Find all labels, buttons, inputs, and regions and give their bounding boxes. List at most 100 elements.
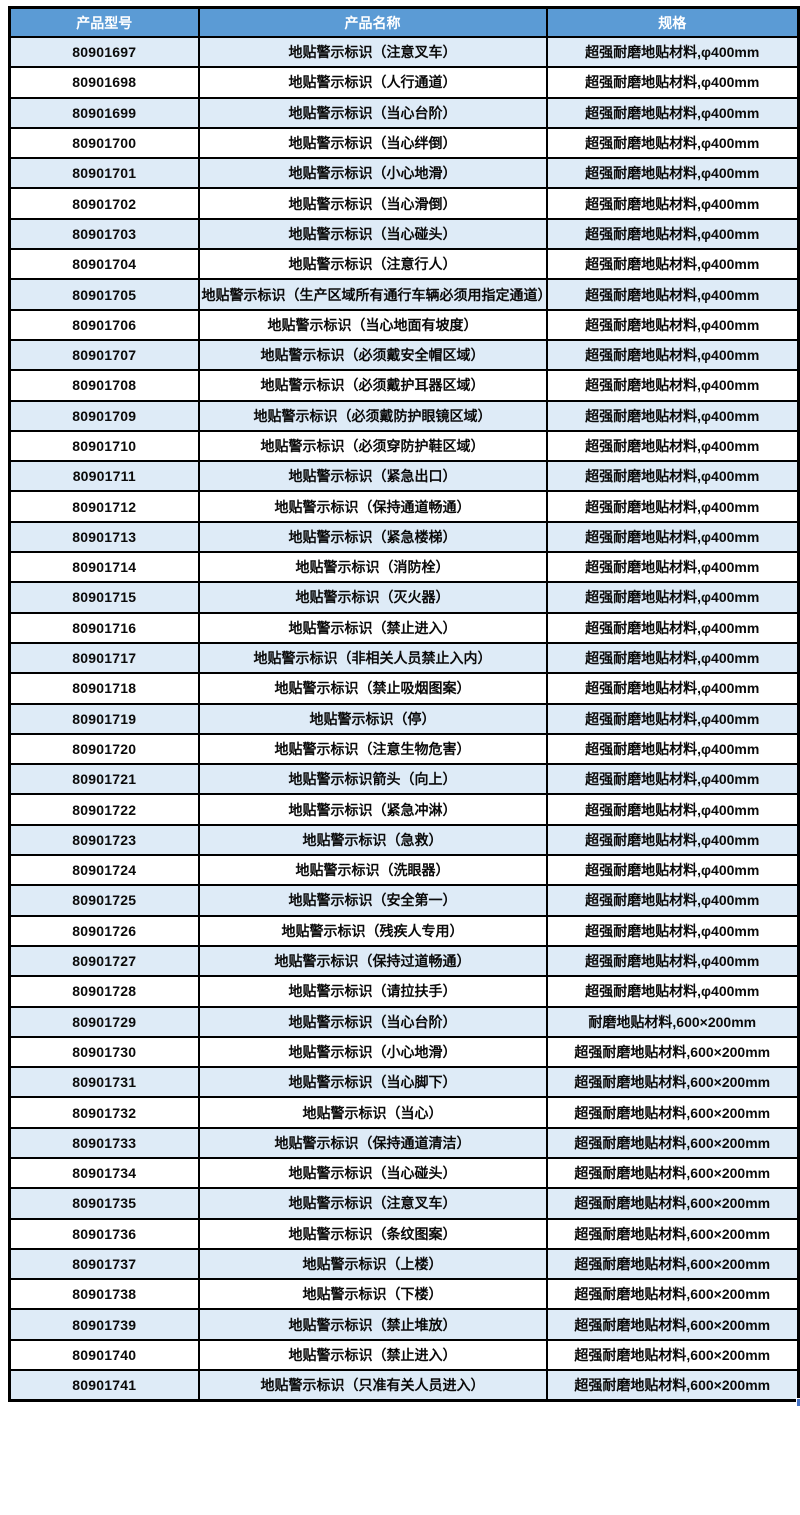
name-cell[interactable]: 地贴警示标识（当心台阶） xyxy=(197,96,548,129)
name-cell[interactable]: 地贴警示标识（必须戴安全帽区域） xyxy=(197,338,548,372)
header-cell-name[interactable]: 产品名称 xyxy=(197,6,548,38)
name-cell[interactable]: 地贴警示标识（当心脚下） xyxy=(197,1066,548,1099)
name-cell[interactable]: 地贴警示标识（注意生物危害） xyxy=(197,732,548,766)
spec-cell[interactable]: 超强耐磨地贴材料,600×200mm xyxy=(545,1187,800,1220)
name-cell[interactable]: 地贴警示标识（当心台阶） xyxy=(197,1005,548,1038)
model-cell[interactable]: 80901732 xyxy=(8,1096,200,1129)
name-cell[interactable]: 地贴警示标识（禁止吸烟图案） xyxy=(197,672,548,705)
spec-cell[interactable]: 超强耐磨地贴材料,φ400mm xyxy=(545,551,800,584)
spec-cell[interactable]: 超强耐磨地贴材料,600×200mm xyxy=(545,1278,800,1311)
model-cell[interactable]: 80901734 xyxy=(8,1156,200,1190)
spec-cell[interactable]: 超强耐磨地贴材料,φ400mm xyxy=(545,520,800,554)
model-cell[interactable]: 80901712 xyxy=(8,490,200,523)
model-cell[interactable]: 80901700 xyxy=(8,126,200,160)
spec-cell[interactable]: 超强耐磨地贴材料,φ400mm xyxy=(545,611,800,644)
name-cell[interactable]: 地贴警示标识（停） xyxy=(197,702,548,735)
name-cell[interactable]: 地贴警示标识（安全第一） xyxy=(197,884,548,917)
spec-cell[interactable]: 超强耐磨地贴材料,600×200mm xyxy=(545,1035,800,1069)
spec-cell[interactable]: 超强耐磨地贴材料,φ400mm xyxy=(545,187,800,220)
name-cell[interactable]: 地贴警示标识（注意叉车） xyxy=(197,35,548,69)
spec-cell[interactable]: 超强耐磨地贴材料,φ400mm xyxy=(545,763,800,796)
model-cell[interactable]: 80901711 xyxy=(8,460,200,493)
name-cell[interactable]: 地贴警示标识（消防栓） xyxy=(197,551,548,584)
name-cell[interactable]: 地贴警示标识（请拉扶手） xyxy=(197,975,548,1008)
name-cell[interactable]: 地贴警示标识（当心地面有坡度） xyxy=(197,308,548,341)
name-cell[interactable]: 地贴警示标识（下楼） xyxy=(197,1278,548,1311)
name-cell[interactable]: 地贴警示标识（注意行人） xyxy=(197,248,548,281)
name-cell[interactable]: 地贴警示标识（保持过道畅通） xyxy=(197,944,548,978)
spec-cell[interactable]: 超强耐磨地贴材料,φ400mm xyxy=(545,641,800,675)
name-cell[interactable]: 地贴警示标识（人行通道） xyxy=(197,66,548,99)
model-cell[interactable]: 80901733 xyxy=(8,1126,200,1159)
model-cell[interactable]: 80901726 xyxy=(8,914,200,947)
name-cell[interactable]: 地贴警示标识箭头（向上） xyxy=(197,763,548,796)
spec-cell[interactable]: 超强耐磨地贴材料,φ400mm xyxy=(545,96,800,129)
spec-cell[interactable]: 超强耐磨地贴材料,φ400mm xyxy=(545,126,800,160)
spec-cell[interactable]: 超强耐磨地贴材料,φ400mm xyxy=(545,975,800,1008)
model-cell[interactable]: 80901705 xyxy=(8,278,200,311)
name-cell[interactable]: 地贴警示标识（非相关人员禁止入内） xyxy=(197,641,548,675)
spec-cell[interactable]: 超强耐磨地贴材料,φ400mm xyxy=(545,338,800,372)
spec-cell[interactable]: 超强耐磨地贴材料,600×200mm xyxy=(545,1338,800,1372)
spec-cell[interactable]: 超强耐磨地贴材料,φ400mm xyxy=(545,793,800,826)
name-cell[interactable]: 地贴警示标识（紧急楼梯） xyxy=(197,520,548,554)
spec-cell[interactable]: 超强耐磨地贴材料,φ400mm xyxy=(545,278,800,311)
spec-cell[interactable]: 超强耐磨地贴材料,φ400mm xyxy=(545,217,800,251)
spec-cell[interactable]: 超强耐磨地贴材料,φ400mm xyxy=(545,460,800,493)
model-cell[interactable]: 80901706 xyxy=(8,308,200,341)
name-cell[interactable]: 地贴警示标识（当心滑倒） xyxy=(197,187,548,220)
model-cell[interactable]: 80901707 xyxy=(8,338,200,372)
model-cell[interactable]: 80901710 xyxy=(8,429,200,463)
model-cell[interactable]: 80901715 xyxy=(8,581,200,614)
model-cell[interactable]: 80901735 xyxy=(8,1187,200,1220)
name-cell[interactable]: 地贴警示标识（上楼） xyxy=(197,1247,548,1281)
model-cell[interactable]: 80901720 xyxy=(8,732,200,766)
name-cell[interactable]: 地贴警示标识（急救） xyxy=(197,823,548,857)
spec-cell[interactable]: 超强耐磨地贴材料,φ400mm xyxy=(545,429,800,463)
spec-cell[interactable]: 超强耐磨地贴材料,φ400mm xyxy=(545,66,800,99)
model-cell[interactable]: 80901704 xyxy=(8,248,200,281)
name-cell[interactable]: 地贴警示标识（禁止堆放） xyxy=(197,1308,548,1341)
spec-cell[interactable]: 超强耐磨地贴材料,φ400mm xyxy=(545,732,800,766)
header-cell-spec[interactable]: 规格 xyxy=(545,6,800,38)
name-cell[interactable]: 地贴警示标识（生产区域所有通行车辆必须用指定通道） xyxy=(197,278,548,311)
name-cell[interactable]: 地贴警示标识（必须戴护耳器区域） xyxy=(197,369,548,402)
model-cell[interactable]: 80901727 xyxy=(8,944,200,978)
spec-cell[interactable]: 超强耐磨地贴材料,φ400mm xyxy=(545,884,800,917)
spec-cell[interactable]: 超强耐磨地贴材料,600×200mm xyxy=(545,1217,800,1250)
model-cell[interactable]: 80901703 xyxy=(8,217,200,251)
model-cell[interactable]: 80901717 xyxy=(8,641,200,675)
name-cell[interactable]: 地贴警示标识（灭火器） xyxy=(197,581,548,614)
model-cell[interactable]: 80901719 xyxy=(8,702,200,735)
name-cell[interactable]: 地贴警示标识（残疾人专用） xyxy=(197,914,548,947)
model-cell[interactable]: 80901739 xyxy=(8,1308,200,1341)
spec-cell[interactable]: 超强耐磨地贴材料,φ400mm xyxy=(545,399,800,432)
name-cell[interactable]: 地贴警示标识（小心地滑） xyxy=(197,1035,548,1069)
spec-cell[interactable]: 超强耐磨地贴材料,600×200mm xyxy=(545,1308,800,1341)
model-cell[interactable]: 80901737 xyxy=(8,1247,200,1281)
spec-cell[interactable]: 超强耐磨地贴材料,φ400mm xyxy=(545,308,800,341)
spec-cell[interactable]: 超强耐磨地贴材料,φ400mm xyxy=(545,914,800,947)
model-cell[interactable]: 80901731 xyxy=(8,1066,200,1099)
name-cell[interactable]: 地贴警示标识（注意叉车） xyxy=(197,1187,548,1220)
model-cell[interactable]: 80901714 xyxy=(8,551,200,584)
name-cell[interactable]: 地贴警示标识（当心） xyxy=(197,1096,548,1129)
model-cell[interactable]: 80901718 xyxy=(8,672,200,705)
model-cell[interactable]: 80901698 xyxy=(8,66,200,99)
model-cell[interactable]: 80901708 xyxy=(8,369,200,402)
name-cell[interactable]: 地贴警示标识（当心绊倒） xyxy=(197,126,548,160)
model-cell[interactable]: 80901728 xyxy=(8,975,200,1008)
model-cell[interactable]: 80901716 xyxy=(8,611,200,644)
spec-cell[interactable]: 超强耐磨地贴材料,φ400mm xyxy=(545,823,800,857)
name-cell[interactable]: 地贴警示标识（保持通道畅通） xyxy=(197,490,548,523)
model-cell[interactable]: 80901721 xyxy=(8,763,200,796)
name-cell[interactable]: 地贴警示标识（保持通道清洁） xyxy=(197,1126,548,1159)
spec-cell[interactable]: 超强耐磨地贴材料,600×200mm xyxy=(545,1369,800,1402)
model-cell[interactable]: 80901701 xyxy=(8,157,200,190)
name-cell[interactable]: 地贴警示标识（必须戴防护眼镜区域） xyxy=(197,399,548,432)
spec-cell[interactable]: 超强耐磨地贴材料,φ400mm xyxy=(545,672,800,705)
spec-cell[interactable]: 耐磨地贴材料,600×200mm xyxy=(545,1005,800,1038)
model-cell[interactable]: 80901736 xyxy=(8,1217,200,1250)
model-cell[interactable]: 80901697 xyxy=(8,35,200,69)
name-cell[interactable]: 地贴警示标识（条纹图案） xyxy=(197,1217,548,1250)
